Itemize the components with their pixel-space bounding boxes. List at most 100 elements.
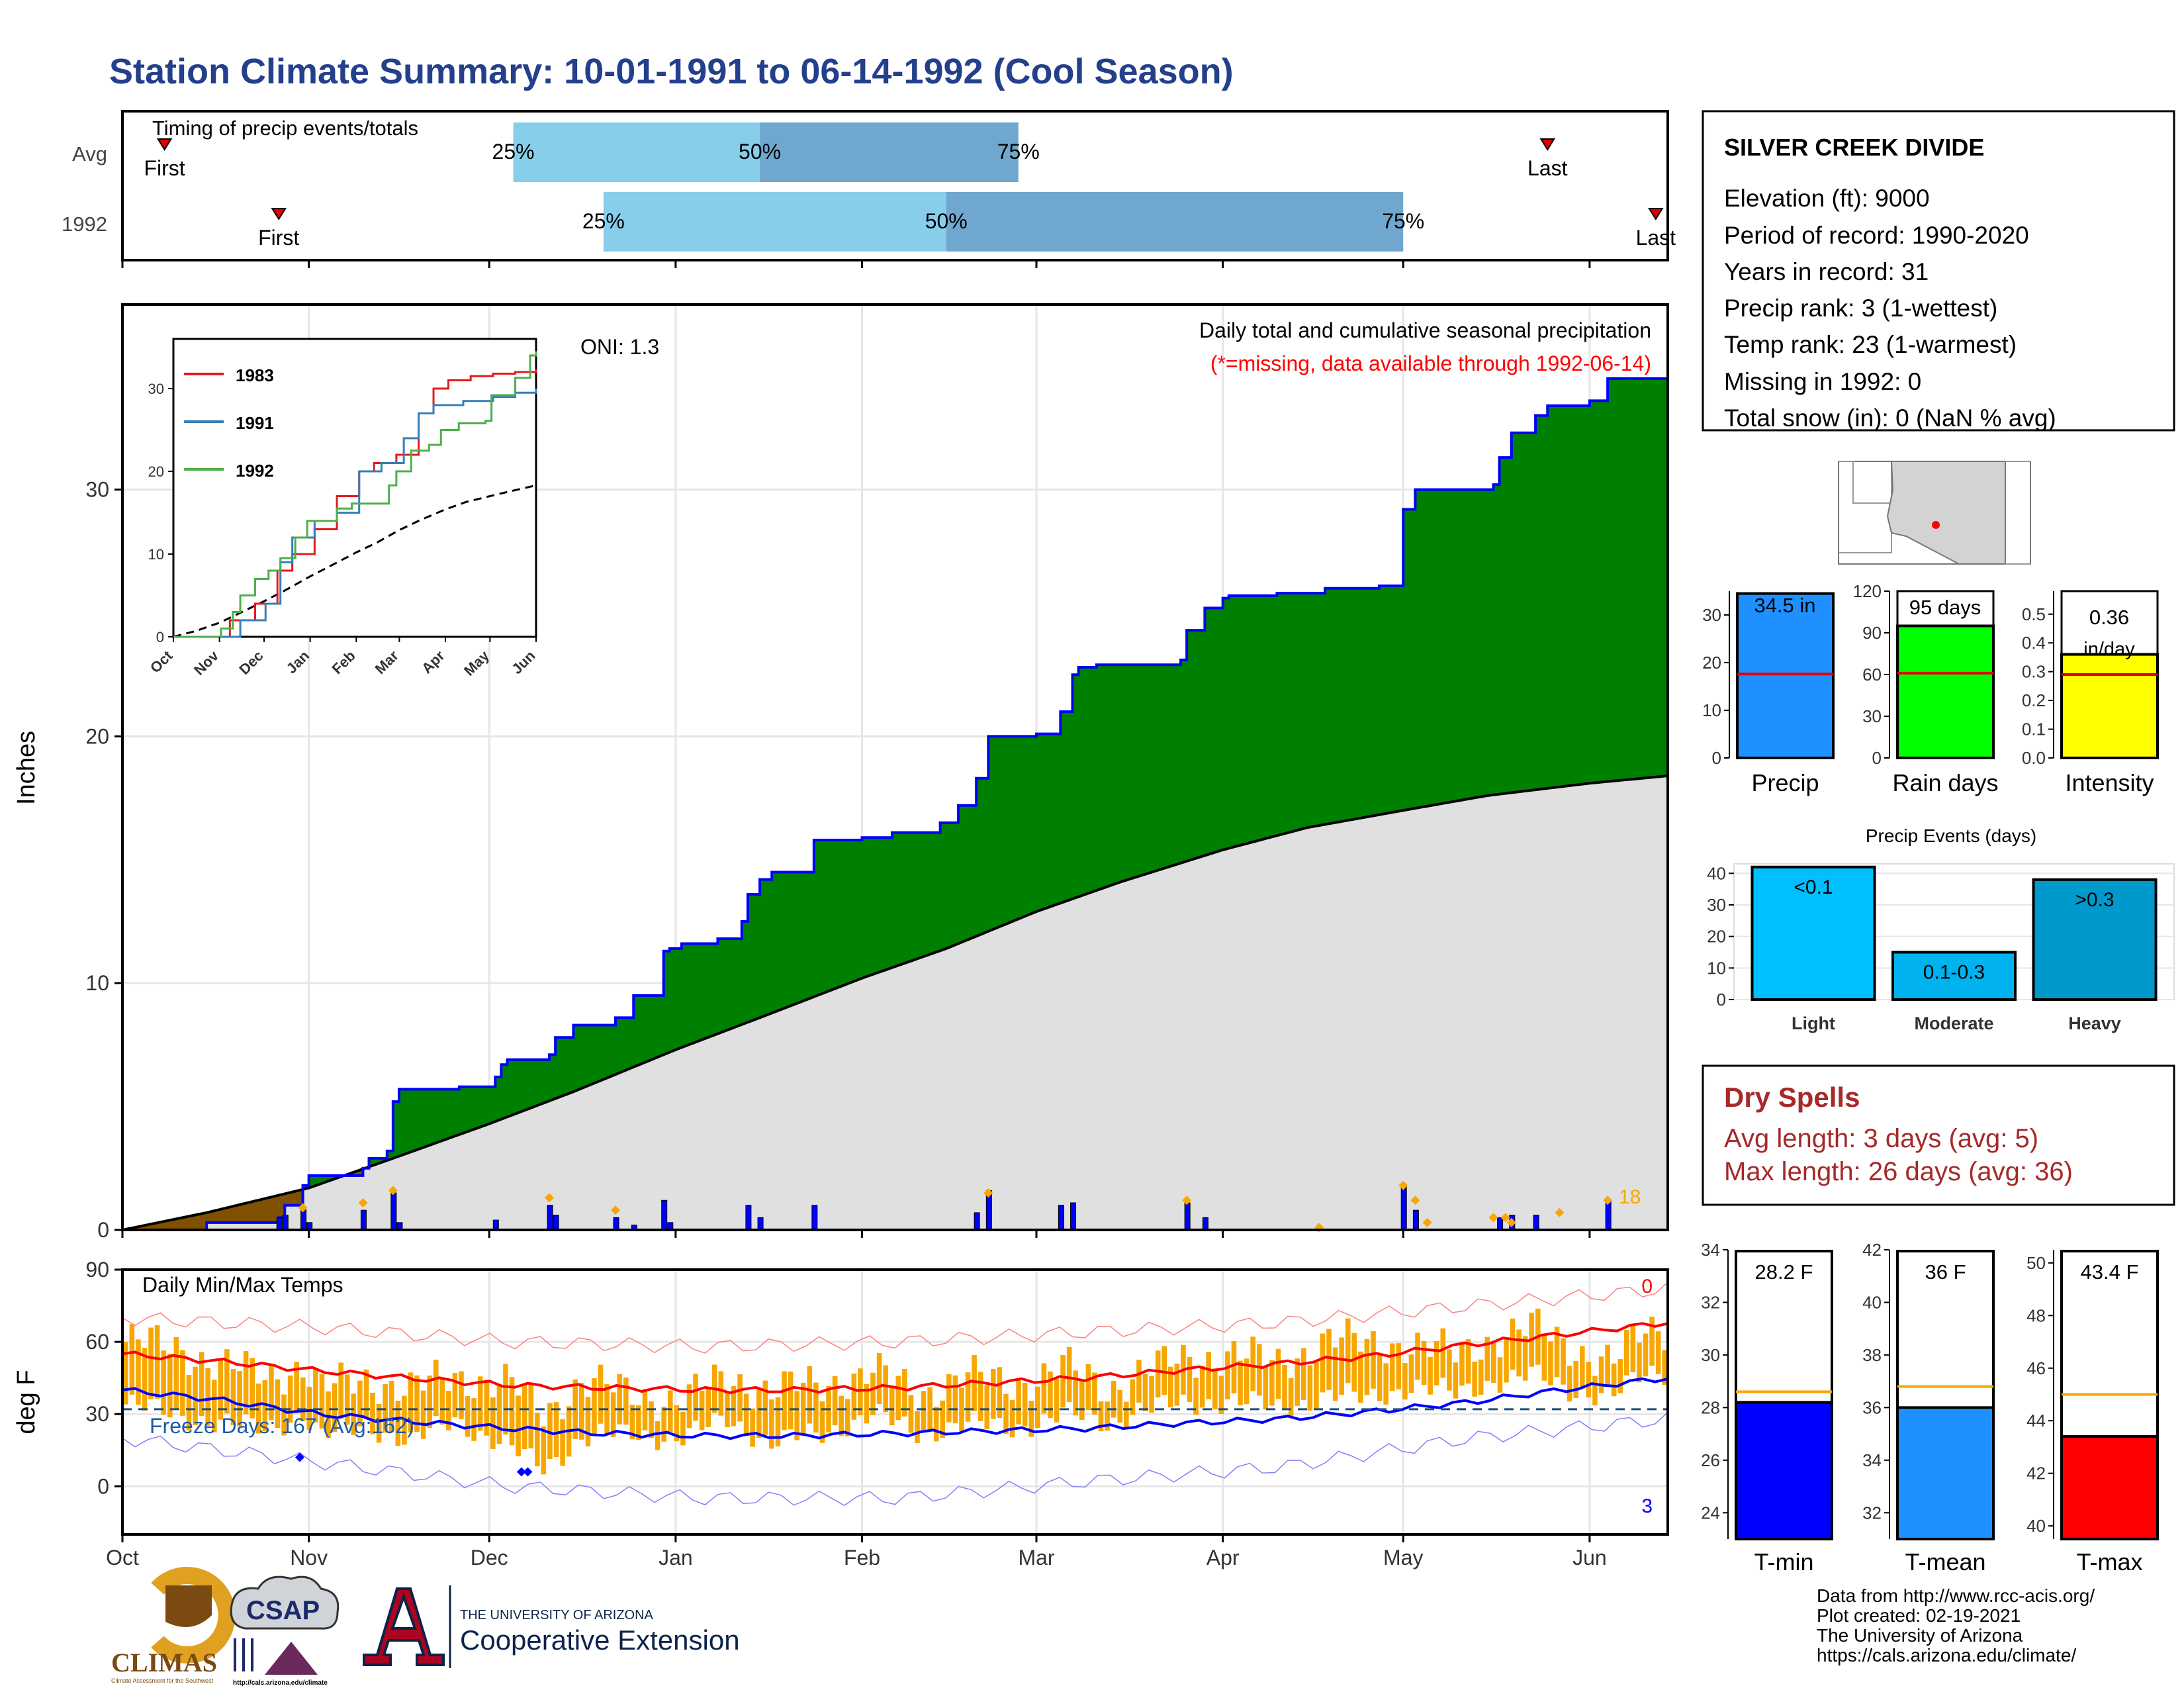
mini-value-box	[2060, 590, 2159, 655]
quantile-bar-50-75	[760, 122, 1019, 182]
daily-temp-range-bar	[978, 1372, 983, 1421]
surplus-area	[1614, 378, 1620, 781]
daily-temp-range-bar	[1117, 1389, 1123, 1423]
daily-temp-range-bar	[844, 1399, 850, 1436]
mini-value-bar	[1896, 1406, 1995, 1540]
precip-subtitle: (*=missing, data available through 1992-…	[1210, 352, 1651, 375]
mini-value-unit: in/day	[2083, 639, 2135, 660]
daily-temp-range-bar	[1465, 1339, 1471, 1384]
daily-precip-bar	[1058, 1205, 1064, 1231]
surplus-area	[868, 837, 875, 975]
daily-temp-range-bar	[1548, 1341, 1553, 1385]
y-tick-label: 0	[97, 1218, 109, 1242]
daily-temp-range-bar	[1339, 1337, 1344, 1395]
daily-temp-range-bar	[1130, 1379, 1136, 1415]
surplus-area	[1210, 608, 1218, 853]
surplus-area	[1649, 378, 1657, 778]
daily-temp-range-bar	[211, 1380, 217, 1432]
daily-temp-range-bar	[503, 1364, 508, 1435]
deficit-area	[170, 1219, 177, 1230]
daily-temp-range-bar	[1611, 1363, 1617, 1397]
daily-temp-range-bar	[1199, 1366, 1205, 1408]
daily-temp-range-bar	[1383, 1363, 1388, 1405]
surplus-area	[435, 1089, 442, 1143]
temp-mean-charts: 24 26 28 30 32 34 28.2 F T-min 32 34 36 38 40 42 36 F T…	[1701, 1240, 2159, 1575]
daily-temp-range-bar	[1478, 1359, 1484, 1395]
surplus-area	[549, 1055, 556, 1100]
surplus-area	[1078, 667, 1085, 896]
precip-title: Daily total and cumulative seasonal prec…	[1199, 318, 1651, 342]
surplus-area	[405, 1089, 412, 1153]
dry-spells-title: Dry Spells	[1724, 1082, 1860, 1113]
first-marker-label: First	[258, 226, 299, 250]
mini-y-tick-label: 46	[2026, 1358, 2046, 1378]
daily-temp-range-bar	[762, 1380, 768, 1435]
surplus-area	[1373, 588, 1380, 816]
footer-line: Plot created: 02-19-2021	[1817, 1605, 2021, 1626]
daily-temp-range-bar	[610, 1392, 616, 1437]
deficit-area	[357, 1170, 364, 1176]
x-tick-label: May	[1383, 1546, 1423, 1570]
csap-cloud-icon	[230, 1575, 340, 1630]
legend-label-1991: 1991	[236, 413, 274, 433]
surplus-area	[326, 1175, 334, 1181]
surplus-area	[946, 822, 953, 948]
daily-temp-range-bar	[1504, 1340, 1509, 1383]
station-line: Missing in 1992: 0	[1724, 368, 1921, 395]
daily-temp-range-bar	[1649, 1317, 1655, 1366]
orange-diamond-mark	[1603, 1196, 1613, 1205]
surplus-area	[507, 1059, 514, 1116]
events-bar	[1751, 865, 1876, 1002]
mini-y-tick-label: 34	[1701, 1240, 1720, 1260]
deficit-area	[267, 1197, 273, 1223]
average-cumulative-line	[122, 774, 1668, 1231]
surplus-area	[1361, 588, 1368, 818]
csap-rain-icon	[234, 1638, 253, 1671]
surplus-area	[910, 832, 917, 961]
surplus-area	[688, 943, 694, 1045]
deficit-area	[291, 1192, 298, 1205]
surplus-area	[489, 1086, 496, 1123]
daily-temp-range-bar	[269, 1364, 274, 1421]
record-low-marker	[295, 1452, 304, 1462]
daily-temp-range-bar	[1662, 1350, 1667, 1385]
daily-temp-range-bar	[864, 1383, 870, 1424]
temps-count-bottom: 3	[1641, 1495, 1653, 1517]
last-marker-label: Last	[1527, 156, 1568, 180]
surplus-area	[1120, 665, 1127, 881]
surplus-area	[1090, 667, 1097, 892]
inset-series-1991	[173, 389, 537, 638]
quantile-bar-50-75	[946, 192, 1404, 252]
daily-temp-range-bar	[338, 1362, 343, 1419]
mini-value-label: 34.5 in	[1754, 594, 1815, 617]
mini-y-tick-label: 44	[2026, 1411, 2046, 1430]
daily-precip-bar	[1605, 1199, 1612, 1231]
surplus-area	[723, 939, 731, 1031]
surplus-area	[1000, 736, 1007, 925]
surplus-area	[1523, 432, 1530, 791]
mini-chart-label: T-mean	[1905, 1548, 1985, 1575]
mini-y-tick-label: 40	[2026, 1516, 2046, 1536]
surplus-area	[392, 1102, 400, 1158]
surplus-area	[1481, 489, 1488, 796]
daily-temp-range-bar	[1497, 1357, 1503, 1393]
orange-diamond-mark	[983, 1188, 993, 1198]
daily-temp-range-bar	[1643, 1333, 1649, 1377]
surplus-area	[423, 1089, 430, 1147]
daily-temp-range-bar	[496, 1383, 502, 1444]
surplus-area	[1469, 489, 1476, 798]
surplus-area	[1084, 667, 1091, 894]
y-tick-label: 30	[85, 1402, 109, 1426]
surplus-area	[1427, 489, 1434, 806]
deficit-area	[206, 1211, 213, 1223]
surplus-area	[982, 778, 989, 933]
station-line: Elevation (ft): 9000	[1724, 185, 1930, 212]
surplus-area	[1012, 736, 1019, 921]
surplus-area	[1343, 588, 1350, 821]
daily-temp-range-bar	[154, 1325, 160, 1399]
surplus-area	[441, 1089, 448, 1141]
surplus-area	[615, 1017, 622, 1074]
daily-temp-range-bar	[1402, 1363, 1408, 1400]
daily-temp-range-bar	[427, 1376, 432, 1428]
